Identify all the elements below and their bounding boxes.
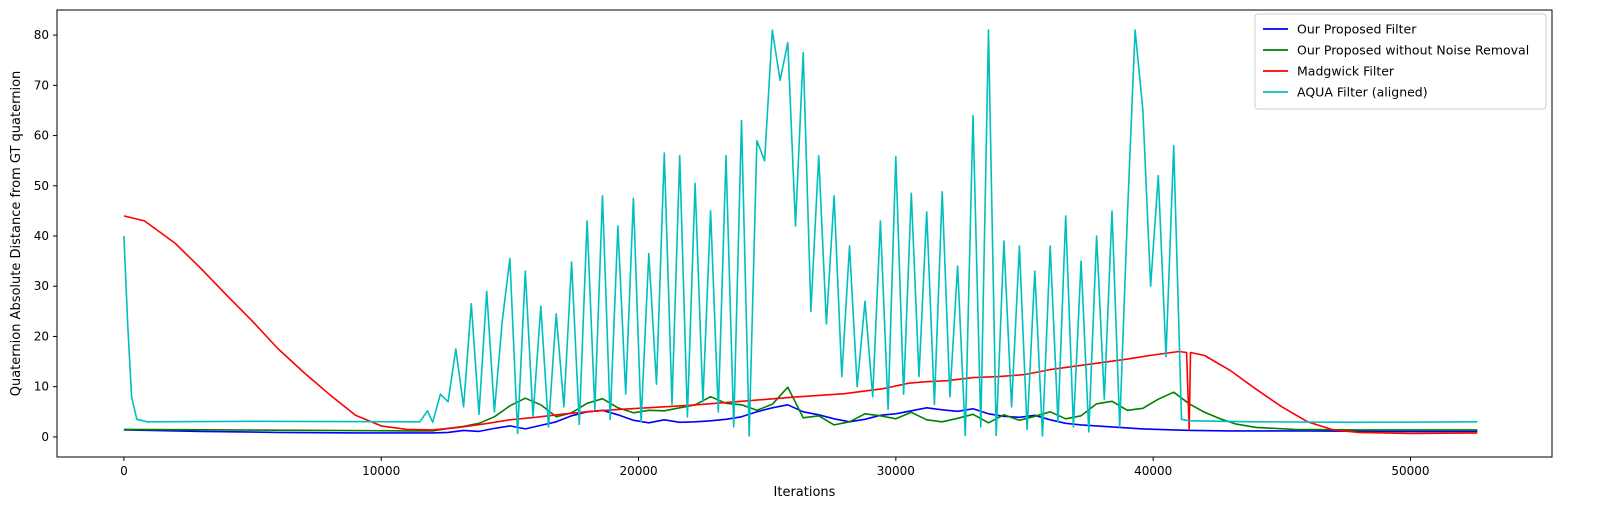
y-tick-label: 20 [34, 329, 49, 343]
y-axis-label: Quaternion Absolute Distance from GT qua… [9, 71, 24, 397]
x-axis-label: Iterations [774, 485, 836, 500]
series-line-2 [123, 386, 1478, 432]
legend-label: Madgwick Filter [1297, 64, 1395, 79]
legend-label: AQUA Filter (aligned) [1297, 85, 1428, 100]
series-line-4 [123, 29, 1478, 437]
plot-frame [56, 9, 1553, 458]
x-tick-label: 20000 [619, 464, 657, 478]
y-tick-label: 50 [34, 179, 49, 193]
y-tick-label: 70 [34, 78, 49, 92]
y-tick-label: 0 [41, 430, 49, 444]
series-layer [123, 29, 1478, 437]
legend: Our Proposed Filter Our Proposed without … [1254, 13, 1547, 110]
y-tick-label: 60 [34, 129, 49, 143]
y-tick-label: 40 [34, 229, 49, 243]
legend-label: Our Proposed Filter [1297, 22, 1417, 37]
legend-label: Our Proposed without Noise Removal [1297, 43, 1529, 58]
series-line-3 [123, 215, 1478, 435]
y-tick-label: 30 [34, 279, 49, 293]
y-tick-label: 10 [34, 380, 49, 394]
x-tick-label: 40000 [1134, 464, 1172, 478]
legend-box [1254, 13, 1547, 110]
x-tick-label: 0 [120, 464, 128, 478]
tick-layer: 0 10000 20000 30000 40000 50000 0 10 20 30 40 50 60 7… [34, 28, 1430, 478]
x-tick-label: 30000 [877, 464, 915, 478]
x-tick-label: 50000 [1391, 464, 1429, 478]
y-tick-label: 80 [34, 28, 49, 42]
x-tick-label: 10000 [362, 464, 400, 478]
